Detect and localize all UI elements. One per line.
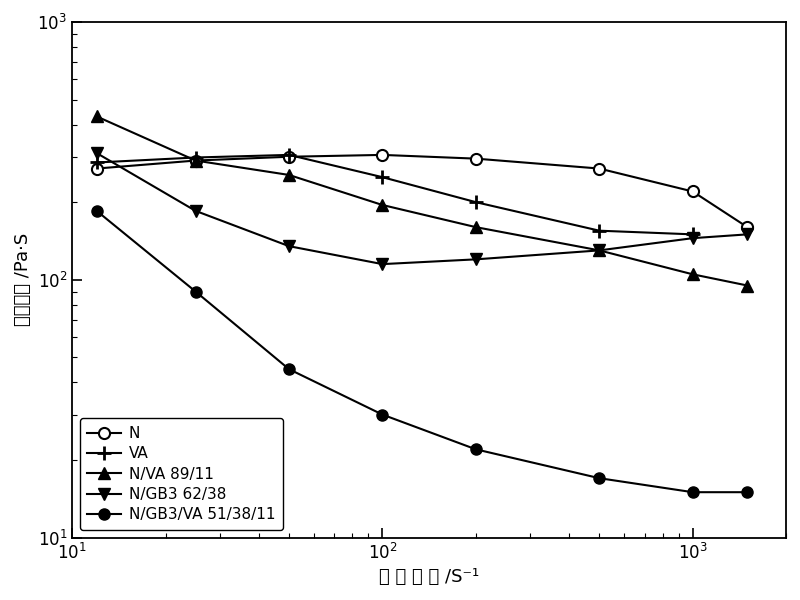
N/GB3 62/38 (190, 207, 200, 214)
VA (284, 151, 294, 158)
N/VA 89/11 (688, 271, 698, 278)
N/GB3 62/38 (742, 231, 752, 238)
N/GB3 62/38 (594, 247, 604, 254)
N/VA 89/11 (190, 157, 200, 164)
N/GB3/VA 51/38/11 (378, 411, 387, 418)
N/VA 89/11 (92, 113, 102, 120)
N/GB3 62/38 (471, 256, 481, 263)
N (190, 157, 200, 164)
N/GB3 62/38 (284, 242, 294, 250)
X-axis label: 剑 切 速 率 /S⁻¹: 剑 切 速 率 /S⁻¹ (379, 568, 479, 586)
VA (378, 173, 387, 181)
N/VA 89/11 (742, 282, 752, 289)
N/GB3/VA 51/38/11 (284, 365, 294, 373)
N (378, 151, 387, 158)
N (594, 165, 604, 172)
N (742, 224, 752, 231)
N/GB3 62/38 (92, 149, 102, 157)
Line: N/VA 89/11: N/VA 89/11 (90, 110, 754, 292)
VA (471, 199, 481, 206)
N/VA 89/11 (594, 247, 604, 254)
VA (92, 159, 102, 166)
N (284, 153, 294, 160)
N/GB3/VA 51/38/11 (92, 207, 102, 214)
VA (688, 231, 698, 238)
N/VA 89/11 (471, 224, 481, 231)
Y-axis label: 表观粘度 /Pa·S: 表观粘度 /Pa·S (14, 233, 32, 326)
N/GB3/VA 51/38/11 (742, 488, 752, 496)
Line: N/GB3 62/38: N/GB3 62/38 (90, 147, 754, 271)
Line: N/GB3/VA 51/38/11: N/GB3/VA 51/38/11 (91, 205, 753, 498)
Line: VA: VA (90, 148, 700, 241)
Legend: N, VA, N/VA 89/11, N/GB3 62/38, N/GB3/VA 51/38/11: N, VA, N/VA 89/11, N/GB3 62/38, N/GB3/VA… (80, 418, 282, 530)
N/GB3 62/38 (378, 260, 387, 268)
N/GB3/VA 51/38/11 (688, 488, 698, 496)
N (92, 165, 102, 172)
N/GB3 62/38 (688, 235, 698, 242)
Line: N: N (91, 149, 753, 233)
N/VA 89/11 (284, 172, 294, 179)
N/VA 89/11 (378, 202, 387, 209)
VA (594, 227, 604, 234)
N (471, 155, 481, 162)
N/GB3/VA 51/38/11 (471, 446, 481, 453)
N/GB3/VA 51/38/11 (190, 288, 200, 295)
N (688, 188, 698, 195)
VA (190, 154, 200, 161)
N/GB3/VA 51/38/11 (594, 475, 604, 482)
